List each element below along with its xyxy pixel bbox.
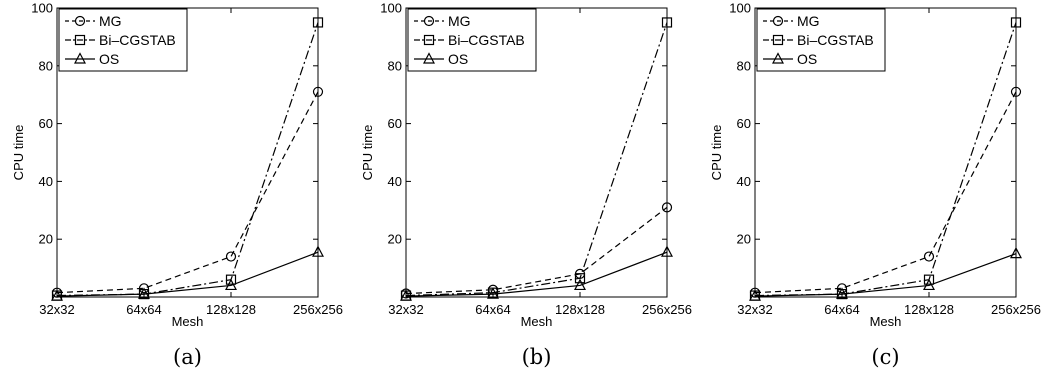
y-axis-label: CPU time	[11, 125, 26, 181]
y-tick-label: 80	[39, 58, 53, 73]
y-tick-label: 100	[31, 1, 53, 16]
y-tick-label: 100	[380, 1, 402, 16]
legend-entry: OS	[797, 51, 817, 67]
data-point	[312, 17, 324, 28]
x-tick-label: 64x64	[126, 302, 161, 317]
data-point	[772, 15, 784, 27]
y-axis-label: CPU time	[360, 125, 375, 181]
plot-frame	[405, 7, 668, 298]
y-tick-label: 20	[737, 232, 751, 247]
chart-panel: 20 40 60 80 100 32x32 64x64 128x128 256x256 Mesh C…	[360, 1, 692, 370]
series-line	[56, 251, 319, 297]
panel-caption: (c)	[871, 345, 899, 369]
legend-entry: Bi–CGSTAB	[448, 32, 525, 48]
legend-entry: Bi–CGSTAB	[99, 32, 176, 48]
series-line	[56, 22, 319, 297]
x-tick-label: 64x64	[824, 302, 859, 317]
legend-entry: MG	[448, 13, 471, 29]
legend-entry: OS	[448, 51, 468, 67]
plot-frame	[754, 7, 1017, 298]
panel-caption: (a)	[173, 345, 202, 369]
data-point	[74, 52, 86, 64]
data-point	[423, 52, 435, 64]
data-point	[836, 283, 848, 294]
data-point	[51, 289, 63, 301]
y-axis-label: CPU time	[709, 125, 724, 181]
series-line	[405, 251, 668, 297]
data-point	[138, 287, 150, 299]
x-axis-label: Mesh	[172, 314, 204, 329]
chart-panel: 20 40 60 80 100 32x32 64x64 128x128 256x256 Mesh C…	[709, 1, 1041, 370]
y-tick-label: 40	[388, 174, 402, 189]
x-tick-label: 128x128	[206, 302, 256, 317]
x-tick-label: 256x256	[642, 302, 692, 317]
data-point	[74, 34, 86, 46]
series-line	[405, 22, 668, 297]
data-point	[923, 251, 935, 262]
legend-entry: Bi–CGSTAB	[797, 32, 874, 48]
x-tick-label: 128x128	[555, 302, 605, 317]
data-point	[772, 34, 784, 46]
series-line	[405, 206, 668, 295]
plot-frame	[56, 7, 319, 298]
y-tick-label: 40	[737, 174, 751, 189]
series-line	[754, 253, 1017, 297]
x-tick-label: 64x64	[475, 302, 510, 317]
data-point	[1010, 86, 1022, 97]
y-tick-label: 40	[39, 174, 53, 189]
x-axis-label: Mesh	[870, 314, 902, 329]
chart-panel: 20 40 60 80 100 32x32 64x64 128x128 256x256 Mesh C…	[11, 1, 343, 370]
data-point	[1010, 246, 1022, 259]
x-tick-label: 256x256	[991, 302, 1041, 317]
y-tick-label: 80	[388, 58, 402, 73]
x-axis-label: Mesh	[521, 314, 553, 329]
data-point	[225, 274, 237, 285]
series-line	[56, 91, 319, 294]
data-point	[836, 287, 848, 299]
data-point	[74, 15, 86, 27]
y-tick-label: 100	[729, 1, 751, 16]
x-tick-label: 256x256	[293, 302, 343, 317]
legend: MG Bi–CGSTAB OS	[407, 8, 537, 72]
data-point	[772, 52, 784, 64]
data-point	[225, 278, 237, 291]
series-line	[754, 91, 1017, 294]
data-point	[661, 17, 673, 28]
data-point	[574, 273, 586, 284]
series-line	[754, 22, 1017, 297]
y-tick-label: 60	[737, 116, 751, 131]
data-point	[661, 202, 673, 213]
legend-entry: MG	[99, 13, 122, 29]
data-point	[312, 86, 324, 97]
data-point	[225, 251, 237, 262]
x-tick-label: 32x32	[737, 302, 772, 317]
y-tick-label: 80	[737, 58, 751, 73]
data-point	[138, 283, 150, 294]
data-point	[423, 34, 435, 46]
legend-entry: OS	[99, 51, 119, 67]
y-tick-label: 60	[388, 116, 402, 131]
y-tick-label: 60	[39, 116, 53, 131]
legend-entry: MG	[797, 13, 820, 29]
data-point	[574, 278, 586, 291]
x-tick-label: 32x32	[388, 302, 423, 317]
data-point	[749, 289, 761, 301]
x-tick-label: 32x32	[39, 302, 74, 317]
data-point	[661, 245, 673, 257]
x-tick-label: 128x128	[904, 302, 954, 317]
data-point	[923, 278, 935, 291]
data-point	[312, 245, 324, 257]
data-point	[400, 289, 412, 301]
data-point	[1010, 17, 1022, 28]
legend: MG Bi–CGSTAB OS	[58, 8, 188, 72]
data-point	[487, 287, 499, 299]
legend: MG Bi–CGSTAB OS	[756, 8, 886, 72]
panel-caption: (b)	[522, 345, 552, 369]
y-tick-label: 20	[388, 232, 402, 247]
y-tick-label: 20	[39, 232, 53, 247]
data-point	[423, 15, 435, 27]
data-point	[923, 274, 935, 285]
